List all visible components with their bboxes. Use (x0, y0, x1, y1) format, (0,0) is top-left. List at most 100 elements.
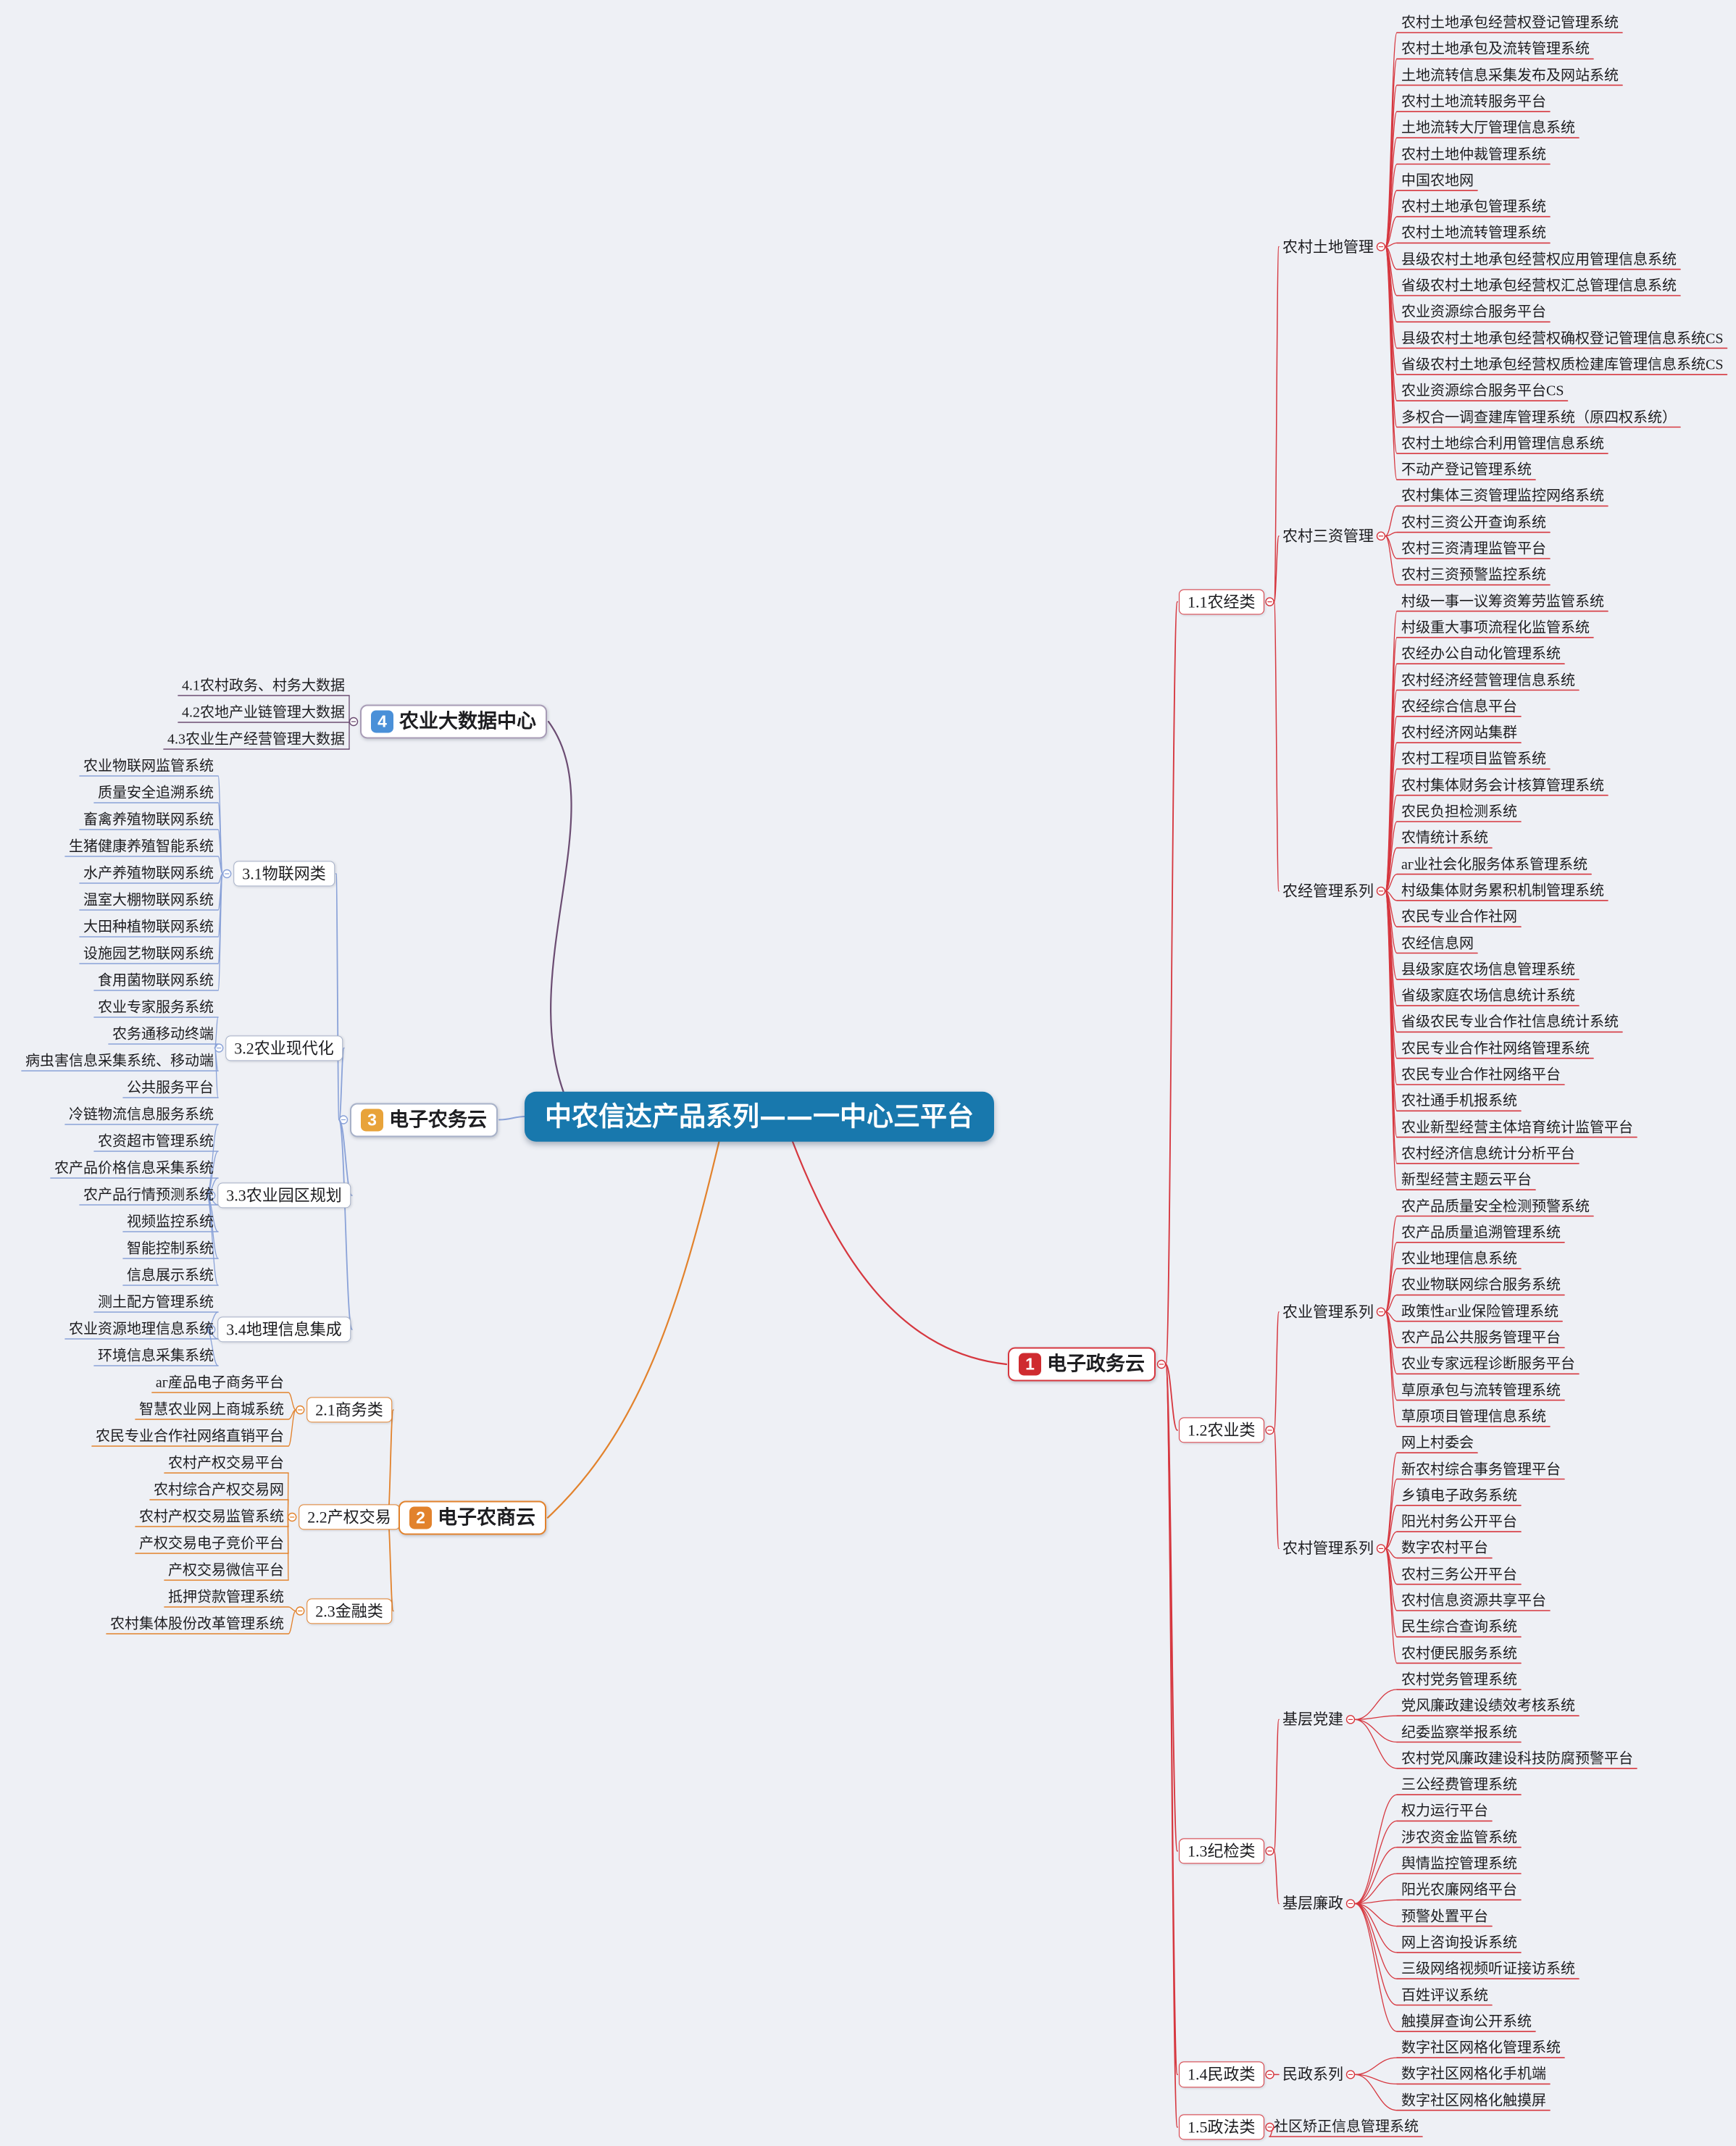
series-label[interactable]: 农经管理系列 (1282, 882, 1374, 900)
leaf-item[interactable]: 村级一事一议筹资筹劳监管系统 (1401, 593, 1604, 610)
leaf-item[interactable]: 省级农民专业合作社信息统计系统 (1401, 1014, 1619, 1030)
leaf-item[interactable]: 预警处置平台 (1401, 1908, 1488, 1925)
leaf-item[interactable]: 政策性аг业保险管理系统 (1401, 1303, 1559, 1320)
leaf-item[interactable]: 党风廉政建设绩效考核系统 (1401, 1698, 1575, 1714)
leaf-item[interactable]: 村级重大事项流程化监管系统 (1401, 619, 1590, 636)
leaf-item[interactable]: 农产品质量追溯管理系统 (1401, 1224, 1561, 1241)
leaf-item[interactable]: 农村产权交易监管系统 (139, 1508, 284, 1525)
leaf-item[interactable]: 草原承包与流转管理系统 (1401, 1382, 1561, 1399)
leaf-item[interactable]: 百姓评议系统 (1401, 1987, 1488, 2003)
leaf-item[interactable]: 农产品质量安全检测预警系统 (1401, 1198, 1590, 1214)
leaf-item[interactable]: 冷链物流信息服务系统 (69, 1106, 214, 1123)
leaf-item[interactable]: 环境信息采集系统 (98, 1348, 214, 1364)
leaf-item[interactable]: 农业专家服务系统 (98, 999, 214, 1016)
leaf-item[interactable]: 数字社区网格化手机端 (1401, 2066, 1546, 2082)
category-1.4民政类[interactable]: 1.4民政类 (1179, 2061, 1264, 2088)
leaf-item[interactable]: 农村三资公开查询系统 (1401, 514, 1546, 531)
leaf-item[interactable]: 草原项目管理信息系统 (1401, 1408, 1546, 1425)
leaf-item[interactable]: 农村工程项目监管系统 (1401, 751, 1546, 767)
series-label[interactable]: 基层廉政 (1282, 1895, 1343, 1913)
leaf-item[interactable]: 农经办公自动化管理系统 (1401, 646, 1561, 662)
leaf-item[interactable]: 不动产登记管理系统 (1401, 462, 1532, 478)
leaf-item[interactable]: 县级农村土地承包经营权确权登记管理信息系统CS (1401, 330, 1724, 347)
leaf-item[interactable]: 农产品价格信息采集系统 (54, 1160, 214, 1177)
leaf-item[interactable]: 中国农地网 (1401, 172, 1474, 189)
leaf-item[interactable]: 4.3农业生产经营管理大数据 (167, 731, 345, 748)
leaf-item[interactable]: 农村三资预警监控系统 (1401, 567, 1546, 583)
category-3.2农业现代化[interactable]: 3.2农业现代化 (225, 1035, 343, 1061)
leaf-item[interactable]: 农村便民服务系统 (1401, 1645, 1517, 1662)
leaf-item[interactable]: 农村土地流转服务平台 (1401, 93, 1546, 110)
leaf-item[interactable]: 农业物联网综合服务系统 (1401, 1277, 1561, 1293)
series-label[interactable]: 基层党建 (1282, 1711, 1343, 1729)
series-label[interactable]: 农村三资管理 (1282, 527, 1374, 545)
leaf-item[interactable]: 温室大棚物联网系统 (83, 892, 214, 909)
leaf-item[interactable]: 农村综合产权交易网 (154, 1482, 284, 1498)
leaf-item[interactable]: 信息展示系统 (127, 1267, 214, 1284)
leaf-item[interactable]: 农民负担检测系统 (1401, 803, 1517, 820)
leaf-item[interactable]: 农村三资清理监管平台 (1401, 540, 1546, 557)
leaf-item[interactable]: 数字社区网格化触摸屏 (1401, 2092, 1546, 2109)
leaf-item[interactable]: 农民专业合作社网 (1401, 909, 1517, 925)
leaf-item[interactable]: 村级集体财务累积机制管理系统 (1401, 882, 1604, 899)
leaf-item[interactable]: 质量安全追溯系统 (98, 785, 214, 801)
leaf-item[interactable]: 触摸屏查询公开系统 (1401, 2013, 1532, 2030)
leaf-item[interactable]: 农村产权交易平台 (168, 1455, 284, 1471)
leaf-item[interactable]: 农业资源地理信息系统 (69, 1321, 214, 1337)
leaf-item[interactable]: 农业资源综合服务平台CS (1401, 383, 1564, 399)
leaf-item[interactable]: 农村信息资源共享平台 (1401, 1592, 1546, 1609)
series-label[interactable]: 农村土地管理 (1282, 238, 1374, 256)
leaf-item[interactable]: 农经综合信息平台 (1401, 698, 1517, 715)
leaf-item[interactable]: 公共服务平台 (127, 1080, 214, 1096)
leaf-item[interactable]: 测土配方管理系统 (98, 1294, 214, 1311)
leaf-item[interactable]: 设施园艺物联网系统 (83, 945, 214, 962)
leaf-item[interactable]: 农业专家远程诊断服务平台 (1401, 1356, 1575, 1372)
leaf-item[interactable]: 病虫害信息采集系统、移动端 (25, 1053, 214, 1069)
leaf-item[interactable]: аг産品电子商务平台 (155, 1374, 284, 1391)
category-1.5政法类[interactable]: 1.5政法类 (1179, 2114, 1264, 2140)
branch-node-2[interactable]: 2 电子农商云 (398, 1500, 546, 1535)
category-1.1农经类[interactable]: 1.1农经类 (1179, 588, 1264, 615)
leaf-item[interactable]: 畜禽养殖物联网系统 (83, 811, 214, 828)
leaf-item[interactable]: 省级农村土地承包经营权汇总管理信息系统 (1401, 277, 1677, 294)
leaf-item[interactable]: 新型经营主题云平台 (1401, 1172, 1532, 1188)
leaf-item[interactable]: 权力运行平台 (1401, 1803, 1488, 1819)
leaf-item[interactable]: 智慧农业网上商城系统 (139, 1401, 284, 1418)
leaf-item[interactable]: 农业新型经营主体培育统计监管平台 (1401, 1119, 1633, 1136)
leaf-item[interactable]: 省级家庭农场信息统计系统 (1401, 988, 1575, 1004)
leaf-item[interactable]: 农村党风廉政建设科技防腐预警平台 (1401, 1750, 1633, 1767)
leaf-item[interactable]: 4.1农村政务、村务大数据 (182, 677, 345, 694)
leaf-item[interactable]: 新农村综合事务管理平台 (1401, 1461, 1561, 1477)
leaf-item[interactable]: 土地流转信息采集发布及网站系统 (1401, 67, 1619, 84)
leaf-item[interactable]: аг业社会化服务体系管理系统 (1401, 856, 1588, 873)
category-3.3农业园区规划[interactable]: 3.3农业园区规划 (217, 1182, 351, 1208)
leaf-item[interactable]: 网上咨询投诉系统 (1401, 1934, 1517, 1951)
leaf-item[interactable]: 农村土地流转管理系统 (1401, 225, 1546, 241)
category-2.1商务类[interactable]: 2.1商务类 (306, 1397, 392, 1423)
leaf-item[interactable]: 农村集体三资管理监控网络系统 (1401, 488, 1604, 504)
leaf-item[interactable]: 农资超市管理系统 (98, 1133, 214, 1150)
leaf-item[interactable]: 农业地理信息系统 (1401, 1251, 1517, 1267)
leaf-item[interactable]: 农村经济经营管理信息系统 (1401, 672, 1575, 688)
leaf-item[interactable]: 农村土地综合利用管理信息系统 (1401, 435, 1604, 452)
leaf-item[interactable]: 多权合一调查建库管理系统（原四权系统） (1401, 409, 1677, 425)
leaf-item[interactable]: 农务通移动终端 (112, 1026, 214, 1043)
leaf-item[interactable]: 农情统计系统 (1401, 830, 1488, 846)
leaf-item[interactable]: 农业物联网监管系统 (83, 758, 214, 775)
leaf-item[interactable]: 县级农村土地承包经营权应用管理信息系统 (1401, 251, 1677, 268)
leaf-item[interactable]: 农民专业合作社网络管理系统 (1401, 1040, 1590, 1057)
leaf-item[interactable]: 农民专业合作社网络平台 (1401, 1066, 1561, 1083)
leaf-item[interactable]: 农村土地承包管理系统 (1401, 199, 1546, 215)
leaf-item[interactable]: 农村经济网站集群 (1401, 725, 1517, 741)
leaf-item[interactable]: 数字社区网格化管理系统 (1401, 2039, 1561, 2056)
leaf-item[interactable]: 视频监控系统 (127, 1214, 214, 1230)
branch-node-3[interactable]: 3 电子农务云 (350, 1102, 498, 1137)
leaf-item[interactable]: 农村土地仲裁管理系统 (1401, 146, 1546, 162)
leaf-item[interactable]: 纪委监察举报系统 (1401, 1724, 1517, 1740)
category-3.4地理信息集成[interactable]: 3.4地理信息集成 (217, 1316, 351, 1343)
branch-node-1[interactable]: 1 电子政务云 (1008, 1347, 1156, 1382)
leaf-item[interactable]: 农民专业合作社网络直销平台 (96, 1428, 284, 1445)
leaf-item[interactable]: 农经信息网 (1401, 935, 1474, 951)
series-label[interactable]: 农业管理系列 (1282, 1303, 1374, 1321)
leaf-item[interactable]: 产权交易电子竞价平台 (139, 1535, 284, 1552)
